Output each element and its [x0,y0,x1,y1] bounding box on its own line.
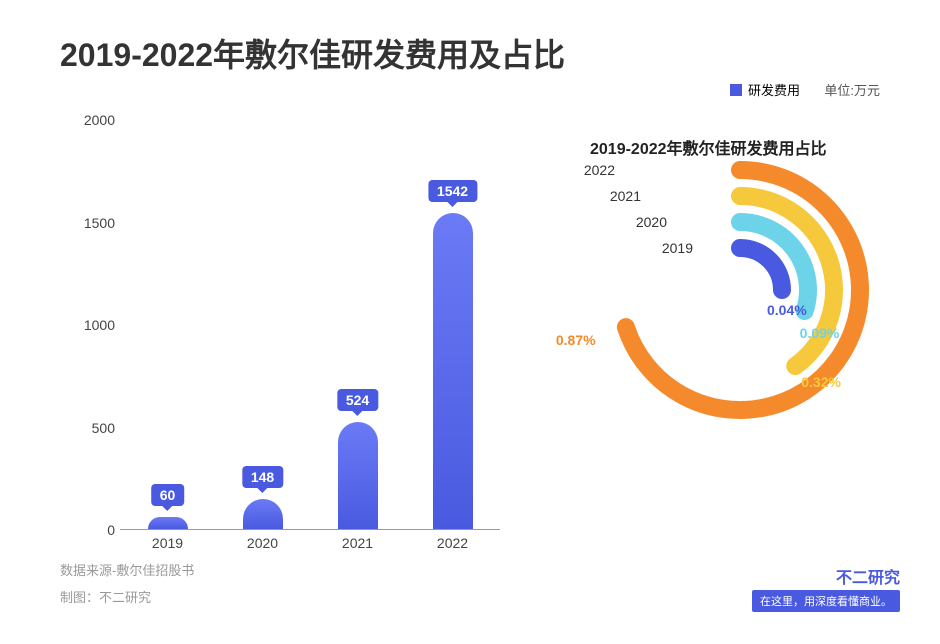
radial-year-label: 2019 [648,240,693,256]
bar-value-label: 60 [151,484,185,506]
x-tick: 2021 [342,535,373,551]
x-tick: 2022 [437,535,468,551]
source-line-2: 制图：不二研究 [60,587,151,606]
bar-value-label: 524 [337,389,378,411]
radial-pct-label: 0.87% [556,332,596,348]
bar [338,422,378,529]
unit-label: 单位:万元 [824,80,880,99]
chart-title: 2019-2022年敷尔佳研发费用及占比 [60,30,565,76]
radial-svg [550,160,930,540]
legend: 研发费用 [730,80,800,99]
radial-chart-title: 2019-2022年敷尔佳研发费用占比 [590,135,827,159]
legend-label: 研发费用 [748,80,800,99]
brand-tagline: 在这里，用深度看懂商业。 [752,590,900,612]
radial-pct-label: 0.04% [767,302,807,318]
radial-year-label: 2021 [596,188,641,204]
bar-value-label: 1542 [428,180,477,202]
bar [433,213,473,529]
x-tick: 2020 [247,535,278,551]
y-tick: 1000 [60,317,115,333]
radial-pct-label: 0.09% [800,325,840,341]
y-tick: 2000 [60,112,115,128]
x-tick: 2019 [152,535,183,551]
brand-block: 不二研究 在这里，用深度看懂商业。 [752,564,900,612]
y-tick: 1500 [60,215,115,231]
legend-swatch [730,84,742,96]
radial-chart: 2019 0.04% 2020 0.09% 2021 0.32% 2022 0.87% [550,160,930,540]
radial-arc [740,248,782,290]
bar [243,499,283,529]
bar-chart: 0 500 1000 1500 2000 60 2019 148 2020 524 2021 1542… [60,110,520,560]
radial-pct-label: 0.32% [801,374,841,390]
radial-year-label: 2020 [622,214,667,230]
y-tick: 0 [60,522,115,538]
source-line-1: 数据来源-敷尔佳招股书 [60,560,194,579]
radial-year-label: 2022 [570,162,615,178]
brand-name: 不二研究 [752,564,900,588]
y-tick: 500 [60,420,115,436]
bar-value-label: 148 [242,466,283,488]
bar [148,517,188,529]
